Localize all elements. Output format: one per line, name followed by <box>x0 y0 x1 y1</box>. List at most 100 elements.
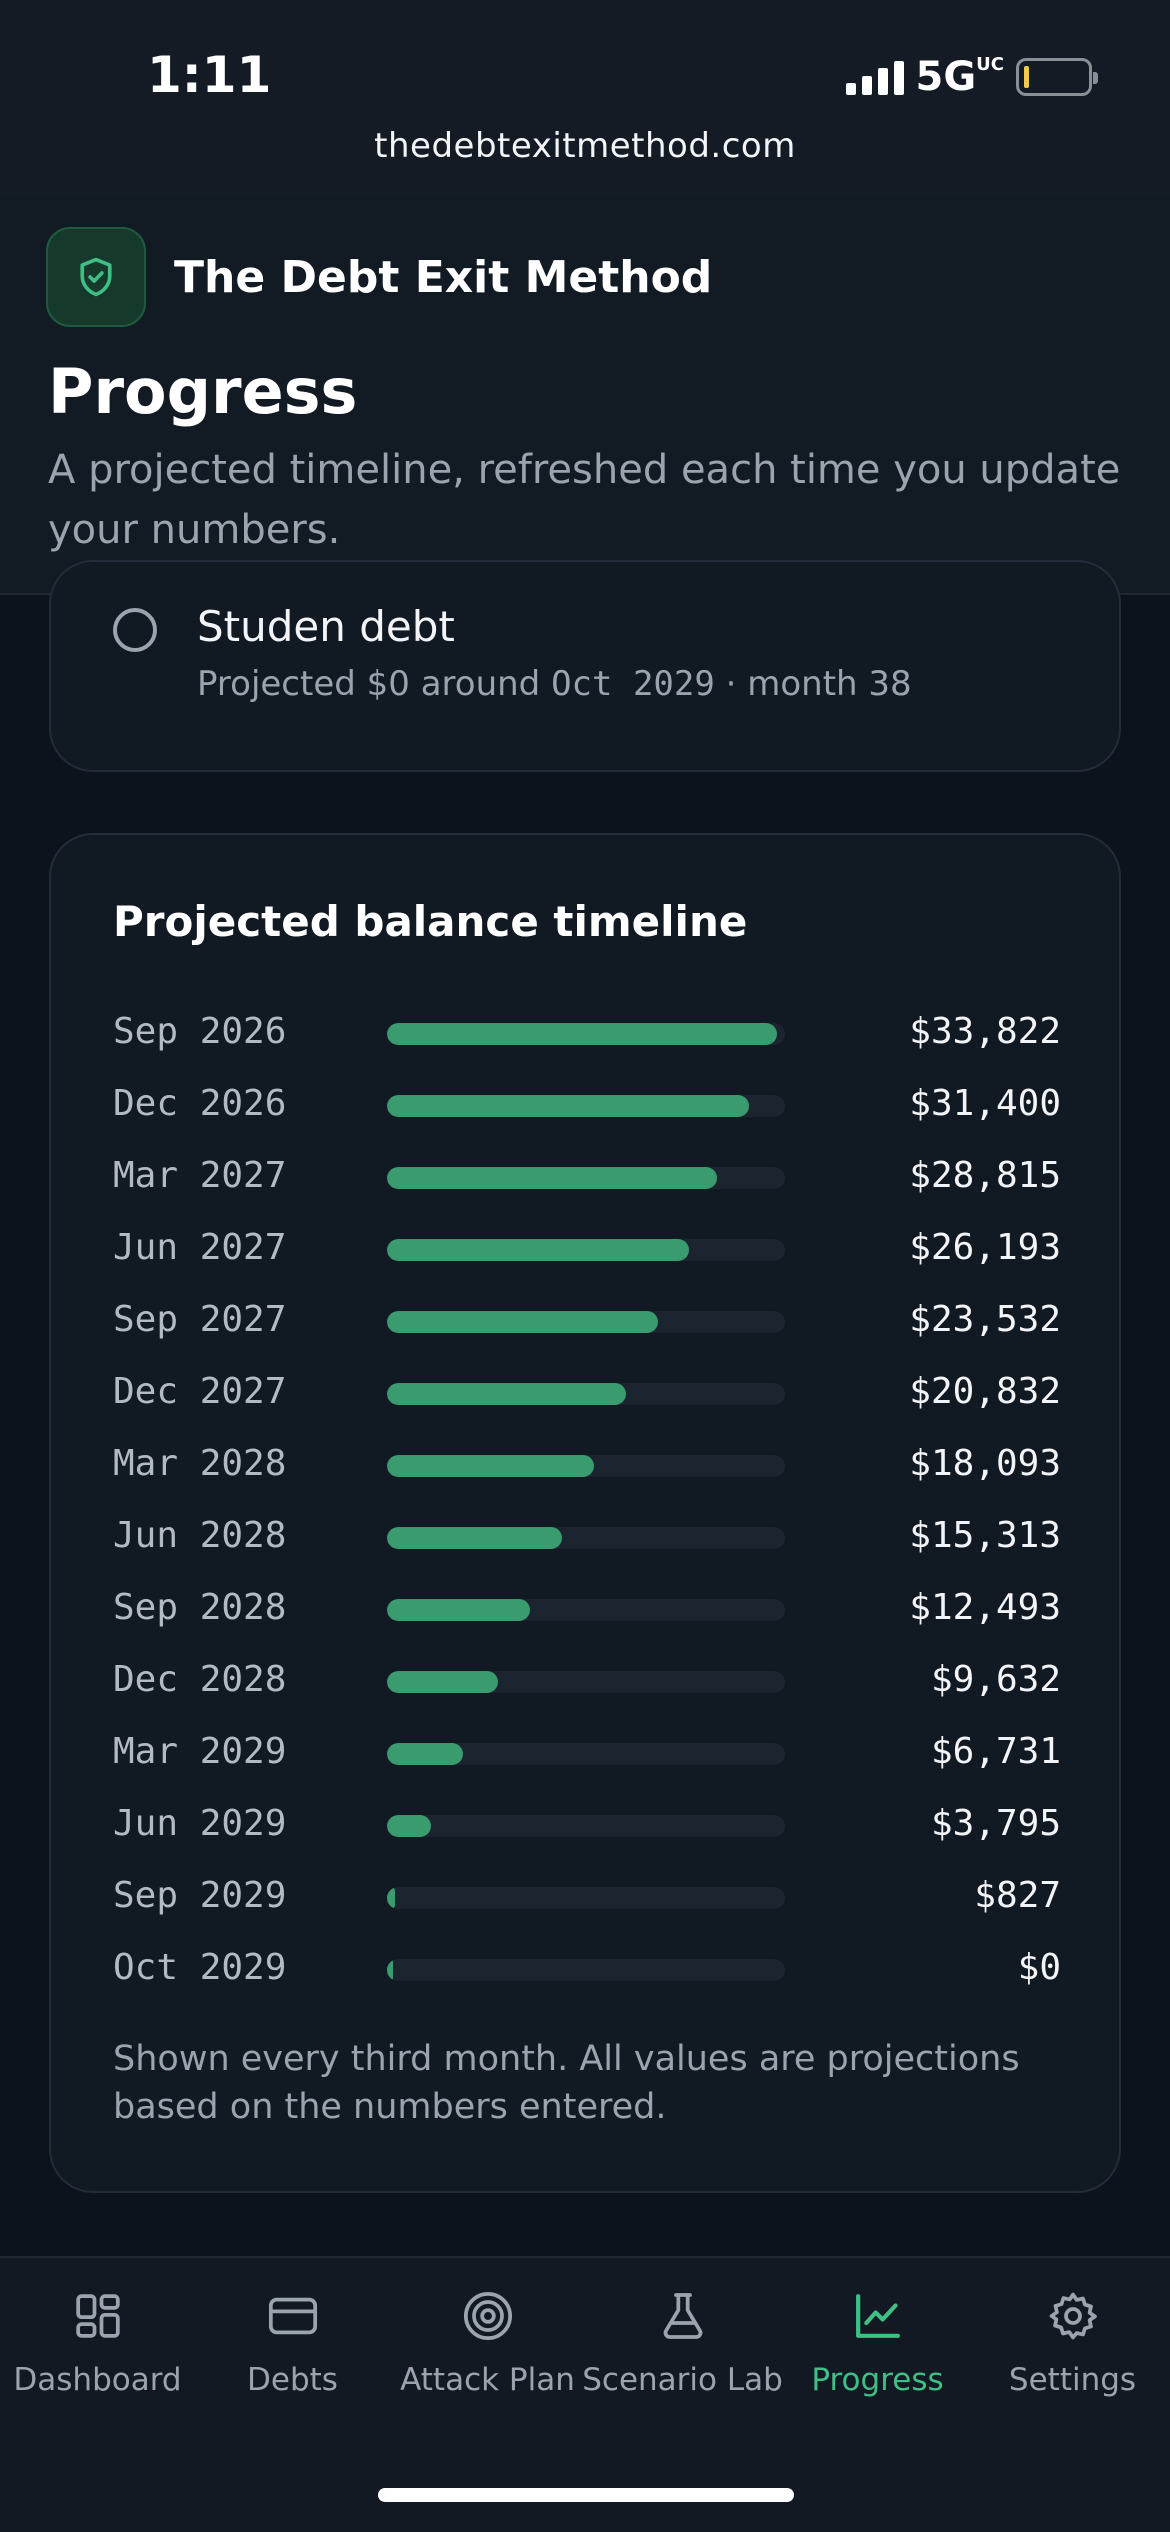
timeline-bar-track <box>387 1671 785 1693</box>
timeline-bar-track <box>387 1527 785 1549</box>
timeline-bar-track <box>387 1095 785 1117</box>
debt-radio[interactable] <box>113 608 157 652</box>
credit-card-icon <box>268 2297 317 2335</box>
chart-line-icon <box>855 2294 900 2338</box>
timeline-bar <box>387 1239 690 1261</box>
nav-item-attack-plan[interactable]: Attack Plan <box>390 2258 585 2398</box>
timeline-bar-track <box>387 1311 785 1333</box>
timeline-date: Mar 2029 <box>113 1731 287 1772</box>
timeline-value: $827 <box>974 1875 1061 1916</box>
timeline-date: Oct 2029 <box>113 1947 287 1988</box>
timeline-value: $3,795 <box>930 1803 1061 1844</box>
nav-item-debts[interactable]: Debts <box>195 2258 390 2398</box>
timeline-row: Sep 2028 $12,493 <box>113 1581 1061 1653</box>
timeline-bar <box>387 1023 778 1045</box>
timeline-value: $23,532 <box>909 1299 1061 1340</box>
timeline-bar <box>387 1167 718 1189</box>
timeline-row: Sep 2026 $33,822 <box>113 1005 1061 1077</box>
timeline-date: Sep 2027 <box>113 1299 287 1340</box>
timeline-row: Jun 2028 $15,313 <box>113 1509 1061 1581</box>
app-header: The Debt Exit Method Progress A projecte… <box>0 195 1170 595</box>
bottom-nav: Dashboard Debts Attack Plan Scenario Lab… <box>0 2256 1170 2532</box>
timeline-row: Mar 2027 $28,815 <box>113 1149 1061 1221</box>
nav-label: Attack Plan <box>400 2362 575 2398</box>
nav-item-settings[interactable]: Settings <box>975 2258 1170 2398</box>
timeline-bar <box>387 1095 750 1117</box>
brand-name: The Debt Exit Method <box>174 251 713 303</box>
timeline-row: Dec 2027 $20,832 <box>113 1365 1061 1437</box>
timeline-date: Dec 2028 <box>113 1659 287 1700</box>
timeline-bar <box>387 1959 393 1981</box>
brand[interactable]: The Debt Exit Method <box>46 227 712 327</box>
timeline-card: Projected balance timeline Sep 2026 $33,8… <box>49 833 1121 2193</box>
nav-label: Scenario Lab <box>582 2362 783 2398</box>
timeline-value: $31,400 <box>909 1083 1061 1124</box>
timeline-bar <box>387 1599 531 1621</box>
timeline-title: Projected balance timeline <box>113 897 748 946</box>
timeline-value: $20,832 <box>909 1371 1061 1412</box>
timeline-bar <box>387 1383 626 1405</box>
timeline-bar <box>387 1743 463 1765</box>
timeline-row: Mar 2028 $18,093 <box>113 1437 1061 1509</box>
nav-label: Debts <box>247 2362 338 2398</box>
timeline-date: Jun 2028 <box>113 1515 287 1556</box>
timeline-bar <box>387 1815 431 1837</box>
nav-item-scenario-lab[interactable]: Scenario Lab <box>582 2258 783 2398</box>
nav-item-dashboard[interactable]: Dashboard <box>0 2258 195 2398</box>
timeline-date: Dec 2026 <box>113 1083 287 1124</box>
timeline-value: $28,815 <box>909 1155 1061 1196</box>
timeline-bar-track <box>387 1743 785 1765</box>
timeline-bar <box>387 1455 594 1477</box>
timeline-date: Mar 2028 <box>113 1443 287 1484</box>
timeline-bar-track <box>387 1815 785 1837</box>
signal-icon <box>845 59 904 95</box>
timeline-date: Jun 2027 <box>113 1227 287 1268</box>
timeline-bar <box>387 1527 563 1549</box>
timeline-row: Mar 2029 $6,731 <box>113 1725 1061 1797</box>
timeline-bar-track <box>387 1887 785 1909</box>
timeline-bar <box>387 1887 395 1909</box>
timeline-bar-track <box>387 1239 785 1261</box>
debt-meta: Projected $0 around Oct 2029 · month 38 <box>197 664 912 704</box>
timeline-value: $18,093 <box>909 1443 1061 1484</box>
timeline-value: $15,313 <box>909 1515 1061 1556</box>
timeline-row: Jun 2029 $3,795 <box>113 1797 1061 1869</box>
timeline-date: Dec 2027 <box>113 1371 287 1412</box>
timeline-value: $12,493 <box>909 1587 1061 1628</box>
browser-url[interactable]: thedebtexitmethod.com <box>374 126 796 166</box>
status-icons: 5GUC <box>845 54 1098 100</box>
timeline-bar-track <box>387 1383 785 1405</box>
page-title: Progress <box>48 355 358 428</box>
timeline-date: Sep 2029 <box>113 1875 287 1916</box>
page-subtitle: A projected timeline, refreshed each tim… <box>48 447 1121 553</box>
network-indicator: 5GUC <box>915 54 1005 100</box>
timeline-value: $9,632 <box>930 1659 1061 1700</box>
dashboard-grid-icon <box>75 2294 120 2338</box>
debt-name: Studen debt <box>197 602 455 651</box>
timeline-rows: Sep 2026 $33,822 Dec 2026 $31,400 Mar 2027 $2… <box>113 1005 1061 2013</box>
timeline-row: Sep 2027 $23,532 <box>113 1293 1061 1365</box>
timeline-row: Sep 2029 $827 <box>113 1869 1061 1941</box>
nav-item-progress[interactable]: Progress <box>780 2258 975 2398</box>
timeline-bar-track <box>387 1167 785 1189</box>
timeline-date: Sep 2026 <box>113 1011 287 1052</box>
status-bar: 1:11 5GUC thedebtexitmethod.com <box>0 0 1170 195</box>
timeline-row: Dec 2028 $9,632 <box>113 1653 1061 1725</box>
timeline-value: $26,193 <box>909 1227 1061 1268</box>
home-indicator <box>378 2488 794 2502</box>
timeline-value: $33,822 <box>909 1011 1061 1052</box>
debt-card: Studen debt Projected $0 around Oct 2029… <box>49 560 1121 772</box>
timeline-date: Jun 2029 <box>113 1803 287 1844</box>
target-icon <box>463 2291 512 2341</box>
timeline-bar-track <box>387 1599 785 1621</box>
battery-icon <box>1016 58 1098 96</box>
timeline-date: Sep 2028 <box>113 1587 287 1628</box>
timeline-row: Oct 2029 $0 <box>113 1941 1061 2013</box>
timeline-bar <box>387 1671 499 1693</box>
shield-check-icon <box>46 227 146 327</box>
timeline-bar-track <box>387 1959 785 1981</box>
timeline-row: Dec 2026 $31,400 <box>113 1077 1061 1149</box>
timeline-bar-track <box>387 1023 785 1045</box>
nav-label: Progress <box>811 2362 944 2398</box>
timeline-bar-track <box>387 1455 785 1477</box>
